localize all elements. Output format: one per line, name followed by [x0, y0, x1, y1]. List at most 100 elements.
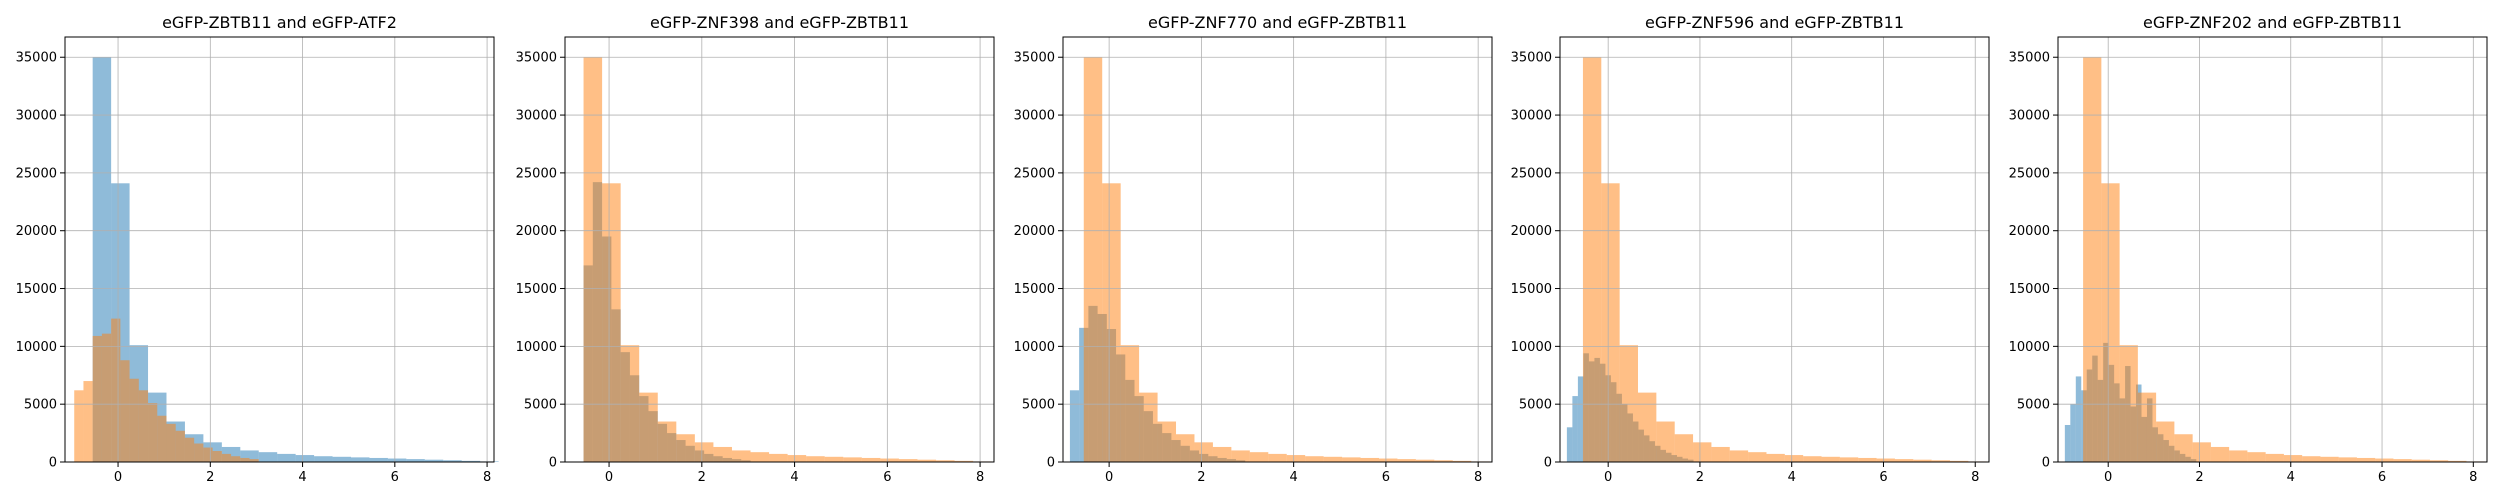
histogram-bar: [1803, 456, 1822, 462]
histogram-bar: [602, 183, 621, 462]
x-tick-label: 6: [1879, 470, 1887, 485]
y-tick-label: 35000: [2009, 51, 2050, 66]
y-tick-label: 5000: [24, 398, 57, 413]
y-tick-label: 10000: [2009, 340, 2050, 355]
y-tick-label: 20000: [2009, 224, 2050, 239]
histogram-bar: [2229, 450, 2248, 462]
y-tick-label: 25000: [2009, 166, 2050, 181]
histogram-bar: [2338, 457, 2357, 462]
histogram-bar: [731, 450, 751, 462]
histogram-bar: [843, 457, 862, 462]
histogram-bar: [2356, 457, 2376, 462]
histogram-bar: [1821, 456, 1840, 462]
x-tick-label: 4: [298, 470, 306, 485]
y-tick-label: 35000: [1511, 51, 1552, 66]
histogram-bar: [314, 456, 333, 462]
x-tick-label: 8: [1474, 470, 1482, 485]
x-tick-label: 0: [2104, 470, 2112, 485]
series-2: [74, 318, 259, 462]
histogram-bar: [1139, 392, 1158, 462]
histogram-bar: [2083, 57, 2102, 462]
histogram-bar: [1950, 460, 1969, 462]
histogram-bar: [351, 457, 370, 462]
histogram-bar: [2320, 456, 2339, 462]
histogram-bar: [1572, 396, 1578, 462]
histogram-bar: [92, 335, 102, 462]
series-2: [583, 57, 992, 462]
histogram-bar: [1784, 455, 1804, 462]
histogram-bar: [277, 453, 296, 462]
histogram-bar: [1120, 345, 1140, 462]
y-tick-label: 5000: [2017, 398, 2050, 413]
x-tick-label: 0: [114, 470, 122, 485]
y-tick-label: 15000: [1511, 282, 1552, 297]
histogram-bar: [657, 421, 677, 462]
y-tick-label: 30000: [1511, 109, 1552, 124]
histogram-bar: [2101, 183, 2120, 462]
histogram-bar: [1748, 452, 1767, 462]
histogram-bar: [2210, 446, 2230, 462]
histogram-bar: [240, 457, 250, 462]
panel-title: eGFP-ZNF202 and eGFP-ZBTB11: [2143, 13, 2402, 32]
histogram-bar: [101, 333, 112, 462]
x-tick-label: 6: [1382, 470, 1390, 485]
plot-frame: [1559, 36, 1990, 463]
histogram-bar: [750, 452, 770, 462]
x-tick-label: 2: [206, 470, 214, 485]
histogram-bar: [1268, 453, 1287, 462]
histogram-bar: [1194, 442, 1213, 462]
histogram-bar: [2393, 459, 2412, 462]
histogram-bar: [1913, 459, 1932, 462]
histogram-bar: [369, 457, 388, 462]
histogram-bar: [1894, 459, 1914, 462]
histogram-bar: [676, 434, 695, 462]
y-tick-label: 25000: [1511, 166, 1552, 181]
histogram-bar: [406, 459, 425, 462]
histogram-bar: [129, 378, 139, 462]
histogram-bar: [1619, 345, 1638, 462]
y-tick-label: 30000: [516, 109, 557, 124]
histogram-bar: [148, 403, 158, 462]
y-tick-label: 0: [2042, 456, 2050, 471]
histogram-bar: [2283, 455, 2303, 462]
histogram-bar: [954, 460, 974, 462]
x-tick-label: 2: [1197, 470, 1205, 485]
panel-title: eGFP-ZNF770 and eGFP-ZBTB11: [1148, 13, 1407, 32]
histogram-bar: [249, 459, 259, 462]
histogram-panel-3: eGFP-ZNF770 and eGFP-ZBTB11 0 2 4 6 8 0 5000 100…: [1014, 13, 1493, 485]
histogram-bar: [1693, 442, 1712, 462]
histogram-bar: [166, 423, 176, 462]
histogram-bar: [258, 452, 278, 462]
histogram-bar: [1566, 427, 1573, 462]
histogram-panel-4: eGFP-ZNF596 and eGFP-ZBTB11 0 2 4 6 8 0 5000 100…: [1511, 13, 1990, 485]
histogram-bar: [713, 446, 732, 462]
y-tick-label: 25000: [1014, 166, 1055, 181]
histogram-bar: [1876, 458, 1895, 462]
histogram-bar: [1729, 450, 1749, 462]
y-tick-label: 35000: [16, 51, 57, 66]
histogram-bar: [1656, 421, 1675, 462]
histogram-bar: [1858, 457, 1877, 462]
y-tick-label: 20000: [1511, 224, 1552, 239]
histogram-bar: [639, 392, 658, 462]
histogram-bar: [74, 390, 84, 462]
histogram-bar: [2448, 460, 2467, 462]
y-tick-label: 0: [1544, 456, 1552, 471]
histogram-bar: [1360, 457, 1379, 462]
histogram-bar: [1083, 57, 1103, 462]
histogram-bar: [2411, 459, 2430, 462]
y-tick-label: 30000: [16, 109, 57, 124]
histogram-bar: [1839, 457, 1859, 462]
histogram-bar: [2375, 458, 2394, 462]
histogram-panel-5: eGFP-ZNF202 and eGFP-ZBTB11 0 2 4 6 8 0 5000 100…: [2009, 13, 2488, 485]
histogram-bar: [861, 457, 881, 462]
histogram-bar: [2247, 452, 2266, 462]
y-tick-label: 0: [549, 456, 557, 471]
histogram-bar: [194, 443, 204, 462]
histogram-bar: [1069, 390, 1080, 462]
y-tick-label: 10000: [16, 340, 57, 355]
x-tick-label: 8: [1971, 470, 1979, 485]
histogram-bar: [898, 459, 918, 462]
histogram-bar: [2265, 453, 2284, 462]
